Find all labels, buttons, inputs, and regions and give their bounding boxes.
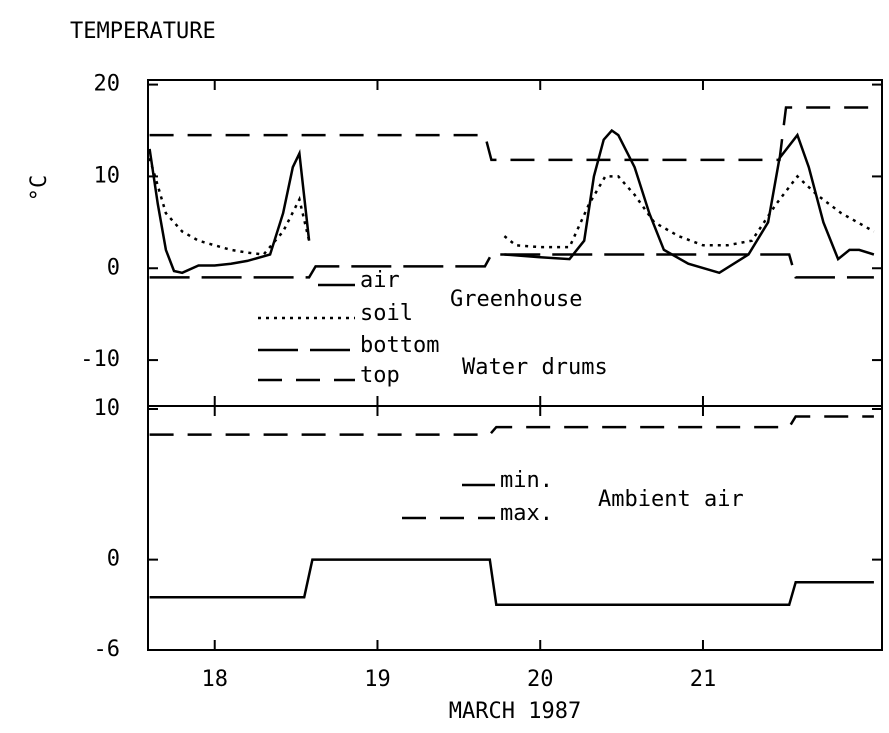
x-tick-label: 20 (527, 667, 554, 692)
y-tick-label: 10 (94, 396, 121, 421)
series-line (149, 558, 874, 607)
series-line (148, 128, 875, 275)
x-tick-label: 18 (201, 667, 228, 692)
x-tick-label: 19 (364, 667, 391, 692)
annotation: Water drums (462, 355, 608, 380)
plot-frame (147, 405, 883, 651)
legend-label: air (360, 268, 400, 293)
y-tick-label: 20 (94, 72, 121, 97)
series-line (149, 253, 874, 279)
y-tick-label: 10 (94, 163, 121, 188)
chart-title: TEMPERATURE (70, 19, 216, 44)
y-axis-label: °C (27, 175, 52, 202)
x-axis-label: MARCH 1987 (449, 699, 581, 724)
legend-label: bottom (360, 333, 439, 358)
x-tick-label: 21 (690, 667, 717, 692)
series-line (148, 157, 875, 256)
y-tick-label: -10 (80, 347, 120, 372)
series-line (149, 415, 874, 436)
annotation: Greenhouse (450, 287, 582, 312)
series-line (149, 106, 874, 162)
legend-label: soil (360, 301, 413, 326)
legend-label: max. (500, 501, 553, 526)
y-tick-label: 0 (107, 547, 120, 572)
legend-label: top (360, 363, 400, 388)
y-tick-label: 0 (107, 255, 120, 280)
y-tick-label: -6 (94, 637, 121, 662)
legend-label: min. (500, 468, 553, 493)
annotation: Ambient air (598, 487, 744, 512)
